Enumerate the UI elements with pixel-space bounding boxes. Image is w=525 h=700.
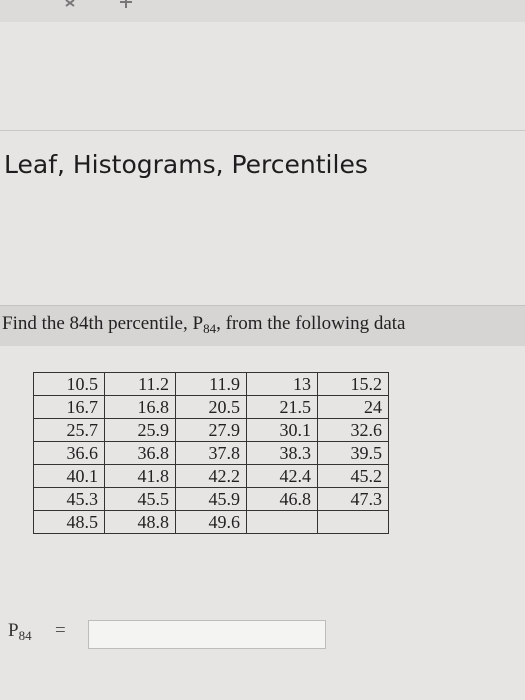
table-cell: 11.9 <box>175 372 247 396</box>
answer-input[interactable] <box>88 620 326 649</box>
data-table: 10.5 11.2 11.9 13 15.2 16.7 16.8 20.5 21.5 24 25.7… <box>33 372 389 534</box>
browser-top-bar <box>0 0 525 22</box>
table-cell: 47.3 <box>317 487 389 511</box>
table-cell: 45.9 <box>175 487 247 511</box>
table-cell: 16.7 <box>33 395 105 419</box>
table-cell: 42.2 <box>175 464 247 488</box>
table-cell: 39.5 <box>317 441 389 465</box>
table-cell: 45.3 <box>33 487 105 511</box>
percentile-symbol: P <box>8 620 19 641</box>
table-cell: 38.3 <box>246 441 318 465</box>
table-row: 45.3 45.5 45.9 46.8 47.3 <box>33 487 389 511</box>
table-cell: 46.8 <box>246 487 318 511</box>
table-row: 16.7 16.8 20.5 21.5 24 <box>33 395 389 419</box>
table-cell: 40.1 <box>33 464 105 488</box>
table-cell: 16.8 <box>104 395 176 419</box>
table-cell <box>317 510 389 534</box>
table-cell: 27.9 <box>175 418 247 442</box>
table-cell: 24 <box>317 395 389 419</box>
table-cell: 36.6 <box>33 441 105 465</box>
table-cell: 30.1 <box>246 418 318 442</box>
answer-label: P84 <box>8 620 32 644</box>
table-cell: 45.5 <box>104 487 176 511</box>
table-cell: 25.9 <box>104 418 176 442</box>
table-cell: 20.5 <box>175 395 247 419</box>
table-cell: 45.2 <box>317 464 389 488</box>
table-row: 40.1 41.8 42.2 42.4 45.2 <box>33 464 389 488</box>
table-cell: 49.6 <box>175 510 247 534</box>
heading: Leaf, Histograms, Percentiles <box>4 150 368 179</box>
table-row: 36.6 36.8 37.8 38.3 39.5 <box>33 441 389 465</box>
percentile-symbol: P <box>192 313 204 334</box>
table-cell: 25.7 <box>33 418 105 442</box>
table-cell: 37.8 <box>175 441 247 465</box>
table-cell: 10.5 <box>33 372 105 396</box>
table-cell: 13 <box>246 372 318 396</box>
table-cell: 15.2 <box>317 372 389 396</box>
table-cell: 48.8 <box>104 510 176 534</box>
table-cell: 36.8 <box>104 441 176 465</box>
table-row: 25.7 25.9 27.9 30.1 32.6 <box>33 418 389 442</box>
question-text: , from the following data <box>216 313 406 334</box>
percentile-subscript: 84 <box>203 321 217 336</box>
table-cell: 42.4 <box>246 464 318 488</box>
table-cell: 11.2 <box>104 372 176 396</box>
question: Find the 84th percentile, P84, from the … <box>2 313 406 337</box>
question-text: Find the 84th percentile, <box>2 313 193 334</box>
table-cell: 48.5 <box>33 510 105 534</box>
table-cell: 32.6 <box>317 418 389 442</box>
equals-sign: = <box>55 620 66 641</box>
percentile-subscript: 84 <box>18 628 32 643</box>
table-cell: 21.5 <box>246 395 318 419</box>
table-row: 48.5 48.8 49.6 <box>33 510 389 534</box>
table-cell <box>246 510 318 534</box>
divider <box>0 130 525 131</box>
question-bar <box>0 305 525 346</box>
tab-icons <box>65 0 132 8</box>
table-cell: 41.8 <box>104 464 176 488</box>
table-row: 10.5 11.2 11.9 13 15.2 <box>33 372 389 396</box>
